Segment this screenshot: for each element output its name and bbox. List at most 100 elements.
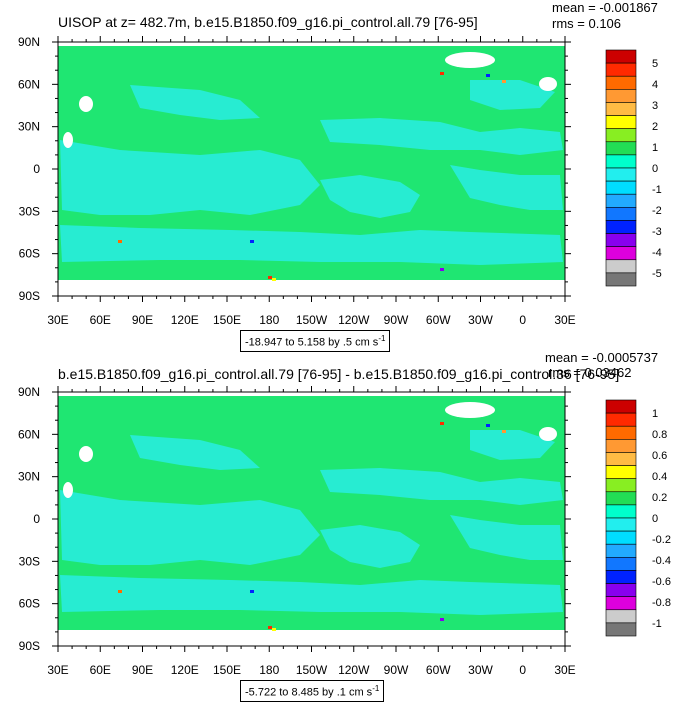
y-tick-label: 30N	[18, 470, 40, 484]
low-value-region	[450, 165, 563, 210]
y-tick-label: 30N	[18, 120, 40, 134]
low-value-region	[320, 175, 420, 218]
colorbar-label: -0.4	[652, 555, 671, 567]
mean-stat: mean = -0.0005737	[545, 350, 659, 365]
low-value-region	[130, 85, 260, 120]
colorbar-label: 1	[652, 408, 658, 420]
x-tick-label: 60E	[90, 663, 111, 677]
y-tick-label: 60S	[19, 247, 40, 261]
extreme-value-speckle	[118, 240, 122, 243]
low-value-region	[320, 525, 420, 568]
low-value-region	[450, 515, 563, 560]
low-value-region	[320, 468, 563, 505]
low-value-region	[60, 140, 320, 215]
colorbar-label: -5	[652, 268, 662, 280]
colorbar-swatch	[605, 246, 637, 261]
colorbar-label: 0.6	[652, 450, 667, 462]
y-tick-label: 30S	[19, 204, 40, 218]
colorbar: 5 4 3 2 1 0 -1 -2 -3 -4 -5	[605, 49, 662, 287]
low-value-region	[60, 575, 563, 615]
colorbar-swatch	[605, 425, 637, 440]
x-tick-label: 120W	[338, 313, 370, 327]
land-mask	[539, 77, 557, 91]
x-tick-label: 90E	[132, 663, 153, 677]
x-tick-label: 30E	[47, 313, 68, 327]
colorbar-label: 1	[652, 142, 658, 154]
x-tick-label: 120E	[171, 313, 199, 327]
colorbar-label: -3	[652, 226, 662, 238]
colorbar-swatch	[605, 517, 637, 532]
colorbar-swatch	[605, 596, 637, 611]
colorbar-swatch	[605, 412, 637, 427]
land-mask	[79, 446, 93, 462]
colorbar-swatch	[605, 272, 637, 287]
chart-title: UISOP at z= 482.7m, b.e15.B1850.f09_g16.…	[58, 14, 478, 30]
rms-stat: rms = 0.106	[552, 16, 622, 31]
y-tick-label: 60N	[18, 77, 40, 91]
colorbar-swatch	[605, 465, 637, 479]
colorbar-swatch	[605, 530, 637, 545]
colorbar-swatch	[605, 154, 637, 169]
x-tick-label: 120E	[171, 663, 199, 677]
colorbar-label: -2	[652, 205, 662, 217]
x-tick-label: 30E	[554, 313, 575, 327]
colorbar-label: 2	[652, 121, 658, 133]
chart-title: b.e15.B1850.f09_g16.pi_control.all.79 [7…	[58, 366, 620, 382]
mean-stat: mean = -0.001867	[552, 0, 658, 15]
map-area	[58, 392, 565, 646]
extreme-value-speckle	[250, 590, 254, 593]
rms-stat: rms = 0.03462	[548, 365, 632, 380]
x-tick-label: 150E	[213, 663, 241, 677]
colorbar-label: -0.8	[652, 597, 671, 609]
colorbar-swatch	[605, 557, 637, 571]
x-tick-label: 60W	[426, 313, 451, 327]
x-tick-label: 90W	[384, 313, 409, 327]
land-mask	[63, 482, 73, 498]
extreme-value-speckle	[118, 590, 122, 593]
contour-range-unit-exponent: -1	[372, 684, 380, 693]
x-tick-label: 90E	[132, 313, 153, 327]
x-tick-label: 30W	[468, 663, 493, 677]
x-tick-label: 60W	[426, 663, 451, 677]
colorbar-swatch	[605, 62, 637, 77]
x-tick-label: 90W	[384, 663, 409, 677]
colorbar-swatch	[605, 233, 637, 247]
x-tick-label: 180	[259, 663, 279, 677]
colorbar-swatch	[605, 478, 637, 493]
colorbar-swatch	[605, 439, 637, 453]
x-tick-label: 30W	[468, 313, 493, 327]
y-tick-label: 0	[33, 162, 40, 176]
colorbar-swatch	[605, 609, 637, 624]
colorbar-label: 0	[652, 163, 658, 175]
x-tick-label: 150W	[296, 663, 328, 677]
colorbar-label: -4	[652, 247, 662, 259]
colorbar-label: 3	[652, 100, 658, 112]
colorbar-swatch	[605, 504, 637, 519]
greenland-mask	[445, 402, 495, 418]
x-tick-label: 180	[259, 313, 279, 327]
y-tick-label: 90N	[18, 385, 40, 399]
colorbar-swatch	[605, 89, 637, 103]
contour-range-text: -18.947 to 5.158 by .5 cm s	[245, 336, 379, 349]
colorbar-swatch	[605, 75, 637, 90]
low-value-region	[60, 490, 320, 565]
polar-mask-north	[58, 42, 565, 46]
x-tick-label: 0	[519, 663, 526, 677]
colorbar: 1 0.8 0.6 0.4 0.2 0 -0.2 -0.4 -0.6 -0.8 -1	[605, 399, 671, 637]
y-tick-label: 90S	[19, 639, 40, 653]
land-mask	[79, 96, 93, 112]
colorbar-swatch	[605, 570, 637, 584]
extreme-value-speckle	[440, 618, 444, 621]
map-plot: 30E 60E 90E 120E 150E 180 150W 120W 90W 60W 30W 0 30…	[18, 385, 671, 677]
x-tick-label: 0	[519, 313, 526, 327]
y-tick-label: 0	[33, 512, 40, 526]
map-plot: 30E 60E 90E 120E 150E 180 150W 120W 90W 60W 30W 0 30…	[18, 35, 662, 327]
y-tick-label: 90S	[19, 289, 40, 303]
extreme-value-speckle	[486, 74, 490, 77]
top-panel: UISOP at z= 482.7m, b.e15.B1850.f09_g16.…	[0, 0, 700, 352]
low-value-region	[470, 80, 555, 110]
low-value-region	[470, 430, 555, 460]
colorbar-label: -0.2	[652, 534, 671, 546]
extreme-value-speckle	[502, 80, 506, 83]
colorbar-swatch	[605, 128, 637, 143]
